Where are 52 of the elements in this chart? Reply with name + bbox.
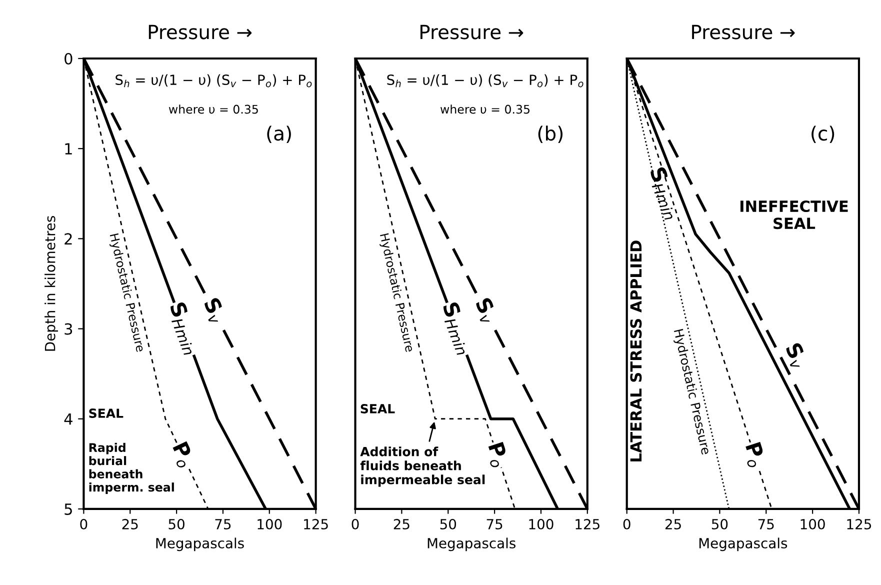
text: S$_{v}$ [472,296,500,326]
x-axis-title: Megapascals [428,538,516,552]
text: S$_{Hmin}$ [646,166,683,221]
x-tick-label: 0 [352,518,359,530]
y-tick-label: 3 [64,323,72,335]
x-axis-title: Megapascals [699,538,788,552]
annotation: S$_{h}$ = υ/(1 − υ) (S$_{v}$ − P$_{o}$) + P$_{o}$ [116,74,312,88]
x-tick-label: 0 [80,518,88,530]
y-tick-label: 5 [64,504,72,515]
text: S$_{v}$ [782,342,810,370]
x-tick-label: 0 [623,518,630,530]
y-tick-label: 2 [64,233,72,244]
x-tick-label: 100 [529,518,554,530]
text: P$_{o}$ [484,442,510,468]
y-tick-label: 1 [65,143,72,154]
chart-title: Pressure → [692,24,795,40]
annotation: where υ = 0.35 [168,104,258,114]
text: P$_{o}$ [170,441,196,470]
x-tick-label: 75 [486,519,502,530]
annotation: SEAL [360,404,395,414]
y-axis-title: Depth in kilometres [44,216,58,351]
annotation: S$_{h}$ = υ/(1 − υ) (S$_{v}$ − P$_{o}$) + P$_{o}$ [387,74,584,88]
annotation: (b) [538,126,563,144]
chart-title: Pressure → [420,24,524,40]
x-tick-label: 125 [576,518,600,530]
text: P$_{o}$ [742,442,767,468]
x-tick-label: 50 [440,518,456,530]
text: S$_{Hmin}$ [439,301,476,356]
annotation: (c) [812,126,834,144]
x-tick-label: 125 [847,518,872,530]
x-tick-label: 100 [258,518,282,530]
annotation: Addition of fluids beneath impermeable seal [360,446,485,487]
text: S$_{v}$ [200,296,228,326]
x-tick-label: 75 [758,519,774,530]
x-tick-label: 75 [215,519,231,530]
x-tick-label: 50 [712,518,728,530]
text: S$_{Hmin}$ [166,301,202,356]
annotation: (a) [267,126,291,144]
x-tick-label: 125 [304,518,328,530]
x-tick-label: 25 [665,518,681,530]
y-tick-label: 0 [64,52,72,65]
x-tick-label: 25 [394,518,410,530]
x-axis-title: Megapascals [156,538,244,552]
annotation: INEFFECTIVE SEAL [740,200,848,230]
x-tick-label: 50 [168,518,184,530]
annotation: where υ = 0.35 [440,104,530,114]
annotation: SEAL [89,408,124,418]
y-tick-label: 4 [64,414,72,425]
x-tick-label: 100 [800,518,825,530]
annotation: LATERAL STRESS APPLIED [630,240,642,462]
x-tick-label: 25 [122,518,138,530]
chart-title: Pressure → [148,24,252,40]
